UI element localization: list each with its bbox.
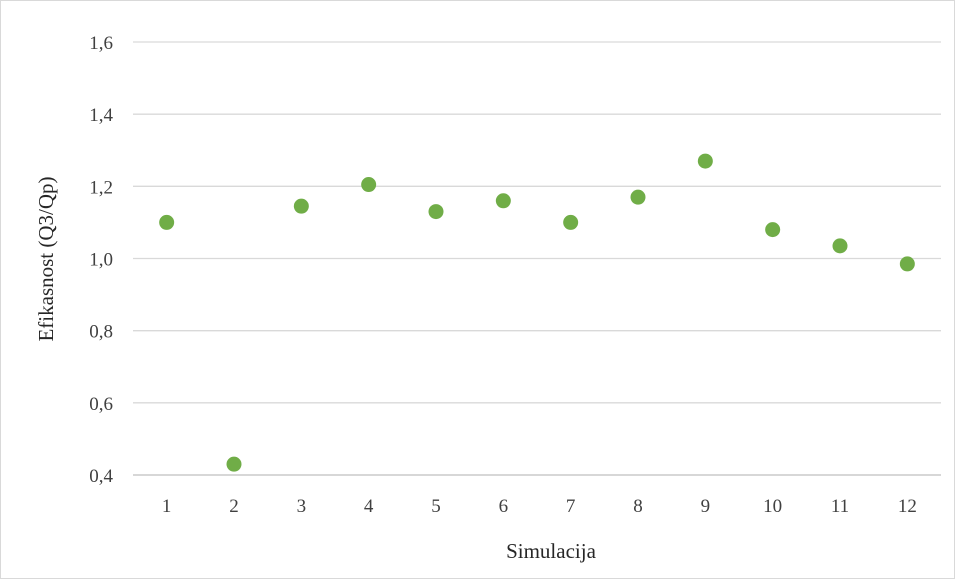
x-tick-label: 5 [431, 496, 441, 517]
y-tick-label: 0,8 [89, 322, 113, 343]
data-point [495, 193, 511, 209]
x-tick-label: 11 [831, 496, 849, 517]
x-tick-label: 12 [898, 496, 917, 517]
y-tick-labels: 0,4 0,6 0,8 1,0 1,2 1,4 1,6 [89, 33, 113, 487]
y-tick-label: 0,4 [89, 466, 113, 487]
x-tick-label: 10 [763, 496, 782, 517]
x-tick-label: 8 [633, 496, 643, 517]
x-tick-labels: 1 2 3 4 5 6 7 8 9 10 11 12 [162, 496, 917, 517]
data-point [899, 256, 915, 272]
data-point [630, 189, 646, 205]
x-tick-label: 9 [701, 496, 711, 517]
y-tick-label: 1,2 [89, 177, 113, 198]
data-point [361, 177, 377, 193]
data-point [293, 198, 309, 214]
y-tick-label: 0,6 [89, 394, 113, 415]
x-tick-label: 1 [162, 496, 172, 517]
data-point [697, 153, 713, 169]
x-axis-title: Simulacija [506, 539, 596, 563]
x-tick-label: 2 [229, 496, 239, 517]
data-point [765, 222, 781, 238]
x-tick-label: 4 [364, 496, 374, 517]
x-tick-label: 3 [297, 496, 307, 517]
data-point [563, 214, 579, 230]
gridlines [133, 41, 941, 404]
data-points [159, 153, 915, 472]
data-point [226, 456, 242, 472]
data-point [428, 204, 444, 220]
x-tick-label: 7 [566, 496, 576, 517]
y-tick-label: 1,4 [89, 105, 113, 126]
data-point [159, 214, 175, 230]
y-tick-label: 1,6 [89, 33, 113, 54]
x-tick-label: 6 [499, 496, 509, 517]
y-axis-title: Efikasnost (Q3/Qp) [34, 176, 58, 341]
y-tick-label: 1,0 [89, 250, 113, 271]
data-point [832, 238, 848, 254]
